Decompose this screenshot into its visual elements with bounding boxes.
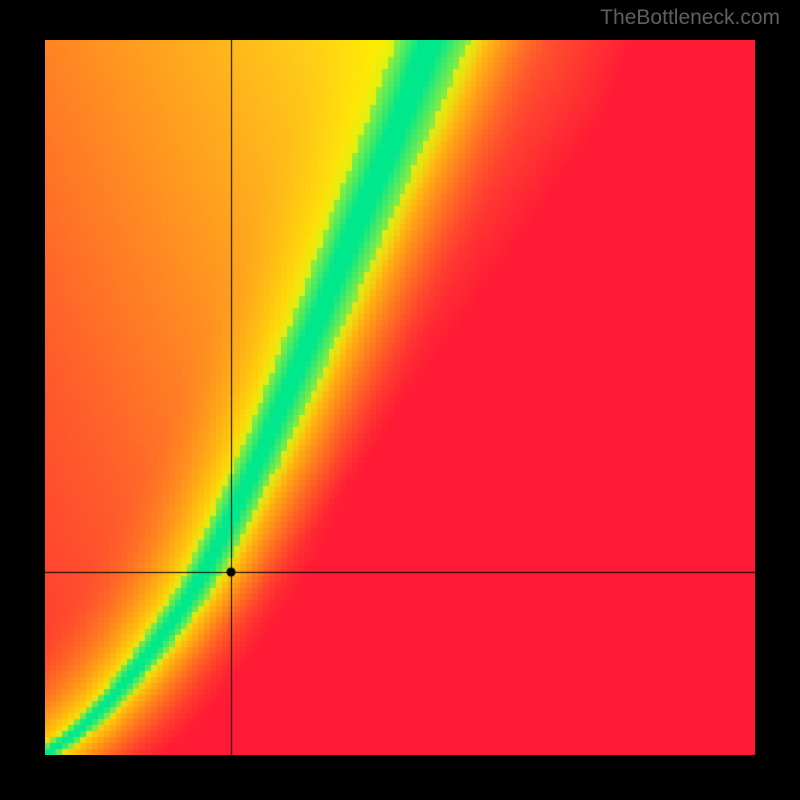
watermark-text: TheBottleneck.com xyxy=(600,6,780,30)
plot-area xyxy=(45,40,755,755)
chart-container: TheBottleneck.com xyxy=(0,0,800,800)
heatmap-canvas xyxy=(45,40,755,755)
